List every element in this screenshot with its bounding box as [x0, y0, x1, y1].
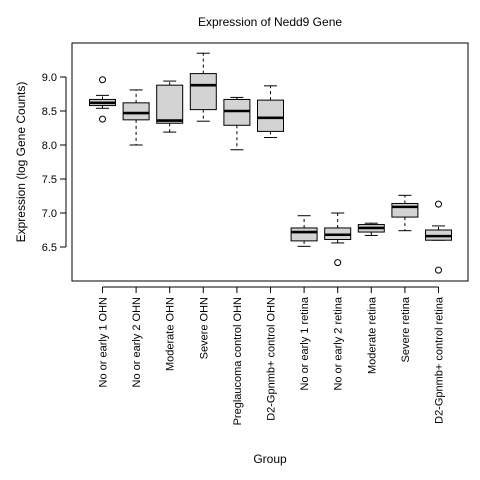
box-7: [290, 215, 318, 247]
y-tick-label: 8.5: [42, 106, 57, 118]
box-9: [357, 222, 385, 236]
outlier-point: [435, 266, 442, 274]
x-axis-label: Group: [253, 452, 287, 466]
y-tick-label: 8.0: [42, 140, 57, 152]
x-tick-label: Severe OHN: [198, 297, 210, 359]
outlier-point: [334, 259, 342, 267]
y-axis-label: Expression (log Gene Counts): [14, 82, 28, 243]
y-tick-label: 7.0: [42, 208, 57, 220]
box-iqr: [189, 73, 217, 111]
outlier-point: [99, 76, 106, 84]
chart-title: Expression of Nedd9 Gene: [198, 15, 342, 29]
x-tick-label: No or early 1 retina: [299, 296, 311, 390]
y-axis: 6.5 7.0 7.5 8.0 8.5 9.0: [42, 72, 67, 254]
box-10: [391, 194, 419, 232]
x-tick-label: Severe retina: [400, 296, 412, 362]
box-4: [189, 52, 217, 122]
box-iqr: [290, 227, 318, 242]
x-tick-label: No or early 2 OHN: [131, 297, 143, 388]
outlier-point: [99, 115, 106, 123]
x-tick-label: D2-Gpnmb+ control OHN: [266, 297, 278, 421]
box-11: [425, 200, 452, 274]
x-axis: No or early 1 OHN No or early 2 OHN Modera…: [98, 286, 446, 425]
y-tick-label: 6.5: [42, 242, 57, 254]
plot-frame: [71, 42, 469, 282]
y-tick-label: 7.5: [42, 174, 57, 186]
x-tick-label: Moderate retina: [366, 296, 378, 374]
box-5: [223, 96, 251, 151]
x-tick-label: Preglaucoma control OHN: [232, 297, 244, 425]
box-iqr: [223, 98, 251, 126]
y-tick-label: 9.0: [42, 72, 57, 84]
box-iqr: [122, 102, 150, 121]
x-tick-label: Moderate OHN: [165, 297, 177, 371]
box-6: [257, 85, 284, 139]
box-1: [89, 76, 116, 123]
box-8: [324, 212, 352, 267]
box-2: [122, 89, 150, 146]
x-tick-label: D2-Gpnmb+ control retina: [434, 296, 446, 424]
boxes-group: [89, 52, 452, 274]
box-iqr: [391, 202, 419, 218]
x-tick-label: No or early 2 retina: [333, 296, 345, 390]
outlier-point: [435, 200, 442, 208]
box-3: [156, 80, 184, 133]
x-tick-label: No or early 1 OHN: [98, 297, 110, 388]
box-iqr: [156, 84, 184, 124]
box-iqr: [257, 99, 284, 132]
